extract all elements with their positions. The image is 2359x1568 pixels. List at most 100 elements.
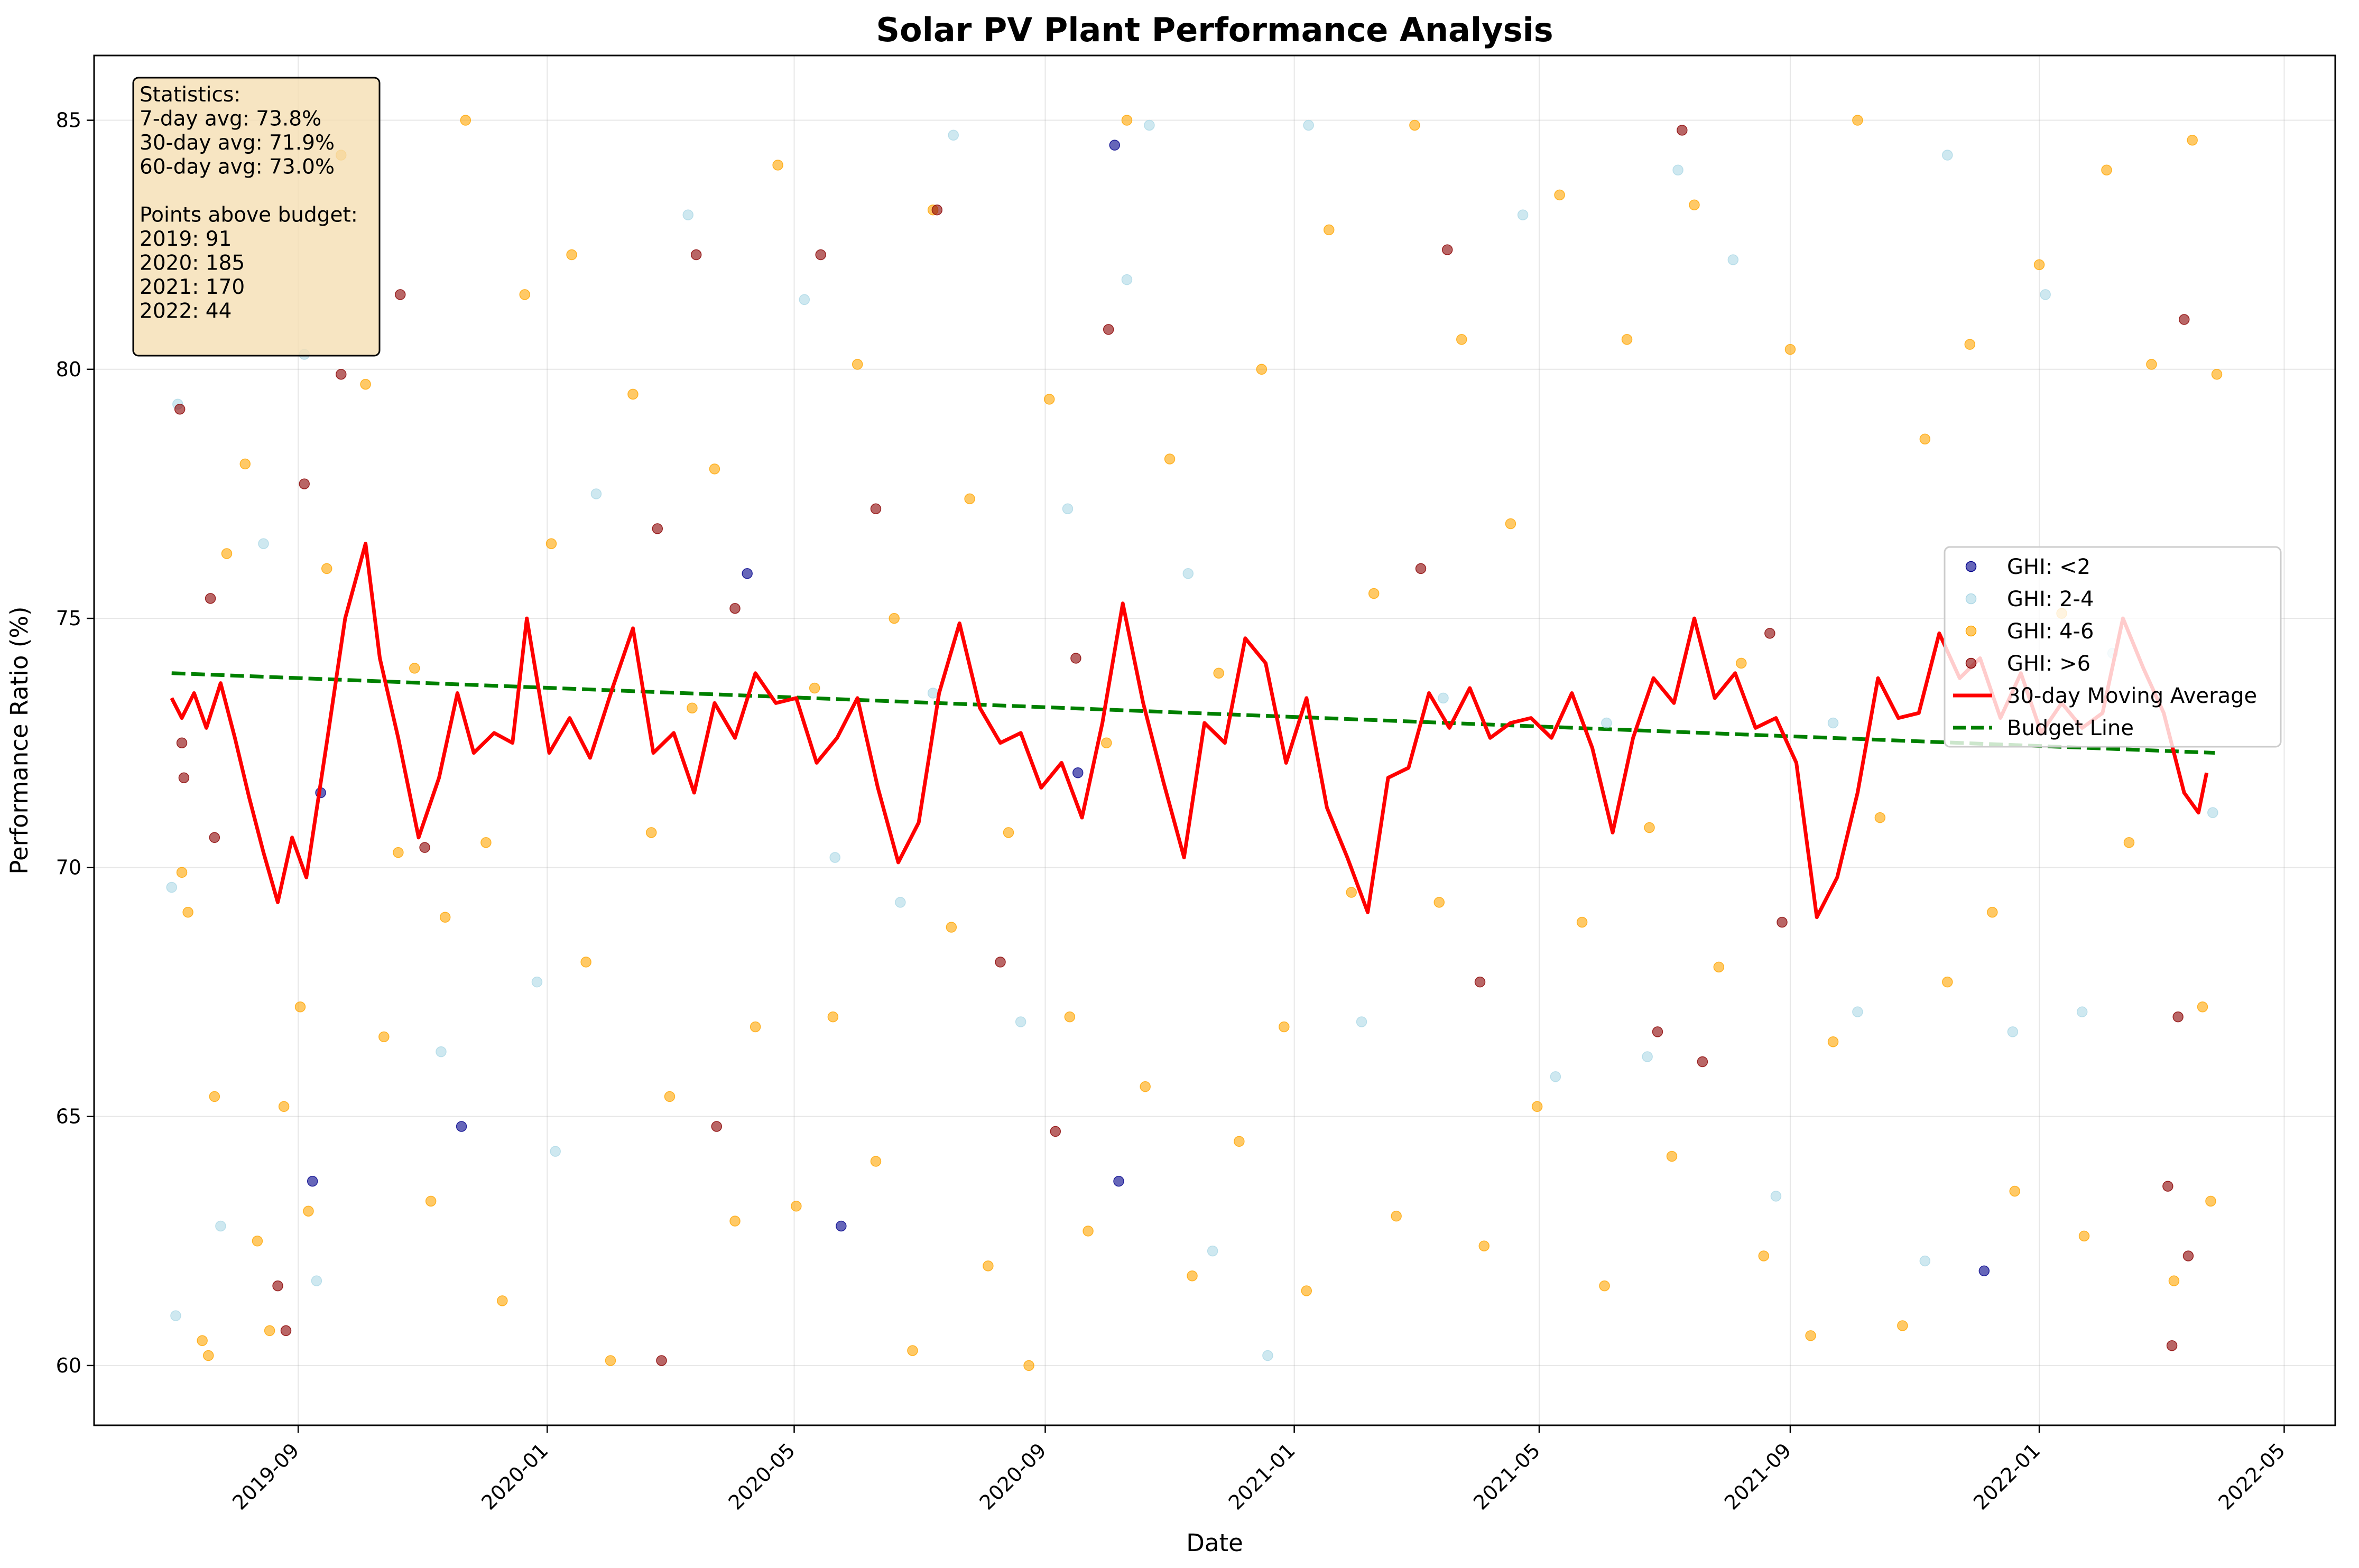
point-ghi-2-4 <box>1601 717 1612 729</box>
point-ghi-6 <box>1652 1026 1663 1037</box>
point-ghi-6 <box>394 289 406 300</box>
point-ghi-2-4 <box>2207 807 2218 818</box>
point-ghi-4-6 <box>278 1101 290 1112</box>
point-ghi-2-4 <box>799 294 810 305</box>
point-ghi-4-6 <box>264 1325 275 1337</box>
point-ghi-4-6 <box>946 922 957 933</box>
point-ghi-6 <box>995 957 1006 968</box>
budget-line-layer <box>171 671 2215 755</box>
point-ghi-4-6 <box>1666 1151 1678 1162</box>
point-ghi-4-6 <box>1478 1240 1490 1251</box>
point-ghi-4-6 <box>1121 115 1133 126</box>
point-ghi-2-4 <box>166 882 177 893</box>
point-ghi-4-6 <box>983 1260 994 1272</box>
point-ghi-6 <box>2166 1340 2178 1351</box>
point-ghi-6 <box>2172 1011 2184 1023</box>
point-ghi-4-6 <box>1279 1021 1290 1033</box>
point-ghi-4-6 <box>2211 368 2223 380</box>
statistics-line: 2021: 170 <box>140 275 245 299</box>
point-ghi-2-4 <box>1770 1191 1782 1202</box>
point-ghi-4-6 <box>1942 976 1953 988</box>
statistics-line: 30-day avg: 71.9% <box>140 131 335 155</box>
point-ghi-2-4 <box>829 852 840 863</box>
point-ghi-2-4 <box>1182 568 1194 579</box>
point-ghi-6 <box>711 1121 723 1132</box>
legend-label: GHI: 2-4 <box>2007 587 2094 611</box>
legend: GHI: <2 GHI: 2-4 GHI: 4-6 GHI: >6 30-day Mov… <box>1944 546 2282 748</box>
point-ghi-4-6 <box>964 493 975 505</box>
point-ghi-4-6 <box>1964 339 1976 350</box>
point-ghi-6 <box>2162 1181 2173 1192</box>
point-ghi-4-6 <box>1827 1036 1839 1047</box>
statistics-line: 60-day avg: 73.0% <box>140 155 335 179</box>
point-ghi-4-6 <box>1576 916 1588 928</box>
point-ghi-4-6 <box>1301 1285 1312 1296</box>
point-ghi-4-6 <box>729 1216 741 1227</box>
point-ghi-4-6 <box>2078 1230 2090 1242</box>
point-ghi-2-4 <box>895 897 906 908</box>
point-ghi-6 <box>656 1355 667 1366</box>
point-ghi-4-6 <box>2168 1275 2180 1286</box>
point-ghi-4-6 <box>176 867 188 878</box>
point-ghi-4-6 <box>1140 1081 1151 1092</box>
point-ghi-2-4 <box>1262 1350 1273 1361</box>
point-ghi-4-6 <box>2033 259 2045 271</box>
point-ghi-6 <box>1415 563 1427 574</box>
point-ghi-4-6 <box>2009 1185 2020 1197</box>
point-ghi-4-6 <box>1689 199 1700 211</box>
point-ghi-2-4 <box>682 209 693 220</box>
chart-title: Solar PV Plant Performance Analysis <box>876 11 1553 49</box>
point-ghi-2-4 <box>1144 119 1155 131</box>
y-tick-label: 65 <box>56 1105 81 1128</box>
statistics-line: 2022: 44 <box>140 300 232 323</box>
point-ghi-2-4 <box>590 488 602 499</box>
point-ghi-2-4 <box>2007 1026 2019 1037</box>
point-ghi-4-6 <box>1213 667 1224 679</box>
y-axis-label: Performance Ratio (%) <box>5 606 33 874</box>
point-ghi-6 <box>335 368 347 380</box>
point-ghi-4-6 <box>1083 1226 1094 1237</box>
point-ghi-4-6 <box>439 912 451 923</box>
point-ghi-2-4 <box>215 1220 226 1232</box>
point-ghi-2-4 <box>927 688 939 699</box>
point-ghi-2-4 <box>550 1146 561 1157</box>
x-axis-label: Date <box>1186 1529 1243 1557</box>
point-ghi-2-4 <box>1303 119 1314 131</box>
point-ghi-4-6 <box>1874 812 1886 823</box>
legend-frame <box>1944 546 2282 748</box>
point-ghi-2-4 <box>1852 1006 1863 1017</box>
point-ghi-4-6 <box>2187 134 2198 146</box>
point-ghi-4-6 <box>321 563 332 574</box>
point-ghi-2-4 <box>1015 1016 1026 1027</box>
point-ghi-4-6 <box>750 1021 761 1033</box>
point-ghi-4-6 <box>1391 1210 1402 1222</box>
point-ghi-4-6 <box>1852 115 1863 126</box>
point-ghi-4-6 <box>1758 1250 1770 1261</box>
point-ghi-4-6 <box>580 957 591 968</box>
y-tick-label: 85 <box>56 109 81 132</box>
point-ghi-4-6 <box>425 1195 437 1207</box>
point-ghi-6 <box>1050 1126 1061 1137</box>
legend-marker-ghi-4-6 <box>1965 625 1977 637</box>
legend-label: GHI: >6 <box>2007 652 2090 676</box>
point-ghi-2-4 <box>1942 150 1953 161</box>
plot-frame <box>93 54 2336 1426</box>
legend-label: GHI: <2 <box>2007 555 2090 579</box>
point-ghi-4-6 <box>1531 1101 1543 1112</box>
point-ghi-4-6 <box>409 663 420 674</box>
point-ghi-6 <box>1777 916 1788 928</box>
point-ghi-6 <box>209 832 220 843</box>
point-ghi-2-4 <box>1827 717 1839 729</box>
point-ghi-2-4 <box>311 1275 322 1286</box>
point-ghi-4-6 <box>545 538 557 549</box>
point-ghi-4-6 <box>239 458 251 470</box>
point-ghi-4-6 <box>202 1350 214 1361</box>
statistics-line: Points above budget: <box>140 203 358 227</box>
point-ghi-2-4 <box>1919 1255 1931 1267</box>
point-ghi-6 <box>299 478 310 489</box>
point-ghi-4-6 <box>378 1031 390 1043</box>
budget-line <box>171 671 2215 755</box>
point-ghi-4-6 <box>852 359 863 370</box>
point-ghi-4-6 <box>2205 1195 2216 1207</box>
point-ghi-4-6 <box>1805 1330 1816 1341</box>
